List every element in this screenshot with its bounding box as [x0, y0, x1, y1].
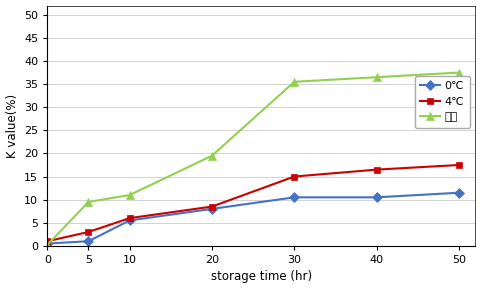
4℃ — [373, 168, 379, 171]
4℃ — [44, 240, 50, 243]
0℃ — [126, 219, 132, 222]
4℃ — [126, 216, 132, 220]
실온 — [209, 154, 215, 158]
실온 — [44, 243, 50, 247]
실온 — [455, 71, 461, 74]
실온 — [373, 75, 379, 79]
Y-axis label: K value(%): K value(%) — [6, 94, 19, 158]
X-axis label: storage time (hr): storage time (hr) — [210, 271, 311, 284]
4℃ — [209, 205, 215, 208]
0℃ — [85, 240, 91, 243]
4℃ — [291, 175, 297, 178]
4℃ — [455, 163, 461, 167]
Line: 0℃: 0℃ — [44, 189, 461, 247]
실온 — [126, 193, 132, 197]
4℃ — [85, 230, 91, 234]
실온 — [85, 200, 91, 204]
Line: 4℃: 4℃ — [44, 162, 461, 245]
0℃ — [291, 196, 297, 199]
0℃ — [209, 207, 215, 211]
0℃ — [373, 196, 379, 199]
0℃ — [44, 242, 50, 245]
Legend: 0℃, 4℃, 실온: 0℃, 4℃, 실온 — [414, 75, 469, 128]
실온 — [291, 80, 297, 84]
0℃ — [455, 191, 461, 194]
Line: 실온: 실온 — [43, 68, 462, 249]
